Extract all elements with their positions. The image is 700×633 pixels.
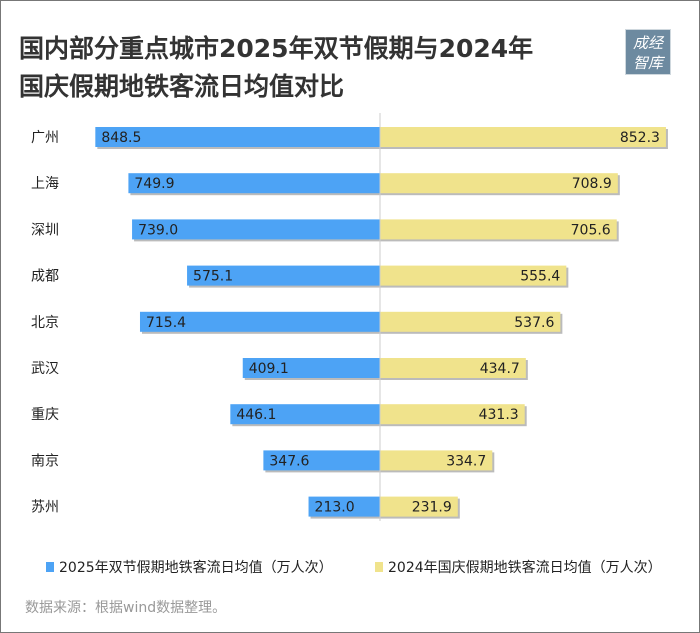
category-label: 广州 [31,130,59,146]
legend-swatch [46,562,54,572]
data-label-2025: 749.9 [134,176,174,192]
data-label-2024: 705.6 [571,222,611,238]
data-label-2025: 347.6 [269,453,309,469]
bar-2025 [187,265,380,286]
legend-label: 2024年国庆假期地铁客流日均值（万人次） [388,560,662,576]
category-label: 重庆 [31,407,59,423]
bar-2024 [380,311,561,332]
data-label-2024: 852.3 [620,130,660,146]
data-label-2024: 231.9 [412,500,452,516]
data-label-2025: 446.1 [236,407,276,423]
category-label: 南京 [31,453,59,469]
bar-2025 [139,311,380,332]
bar-2025 [230,404,380,425]
legend-item-2025: 2025年双节假期地铁客流日均值（万人次） [46,557,333,577]
data-label-2025: 739.0 [138,222,178,238]
category-label: 北京 [31,315,59,331]
bar-2024 [380,496,458,517]
data-label-2024: 537.6 [514,315,554,331]
bar-chart: 广州 848.5 852.3 上海 749.9 708.9 深圳 739.0 705.6 成都 57… [31,113,668,521]
bar-2024 [380,173,618,194]
data-label-2025: 409.1 [249,361,289,377]
category-label: 上海 [31,176,59,192]
bar-2024 [380,127,666,147]
data-label-2024: 555.4 [520,269,560,285]
bar-2024 [380,219,617,240]
bar-2025 [128,173,380,194]
category-label: 苏州 [31,500,59,516]
data-label-2024: 431.3 [479,407,519,423]
chart-title-line1: 国内部分重点城市2025年双节假期与2024年 [19,34,534,63]
data-label-2024: 434.7 [480,361,520,377]
data-label-2025: 213.0 [315,500,355,516]
data-label-2025: 575.1 [193,269,233,285]
bar-2025 [308,496,380,517]
category-label: 成都 [31,269,59,285]
source-note: 数据来源：根据wind数据整理。 [25,600,227,616]
data-label-2024: 334.7 [446,453,486,469]
data-label-2025: 848.5 [101,130,141,146]
data-label-2025: 715.4 [146,315,186,331]
bar-2024 [380,404,525,425]
bar-2025 [95,127,380,147]
bar-2025 [263,450,380,471]
legend-label: 2025年双节假期地铁客流日均值（万人次） [59,560,333,576]
legend-item-2024: 2024年国庆假期地铁客流日均值（万人次） [375,557,662,577]
bar-2024 [380,358,526,378]
category-label: 武汉 [31,361,59,377]
chart-title-line2: 国庆假期地铁客流日均值对比 [19,72,345,101]
bar-2024 [380,265,567,286]
legend-swatch [375,562,383,572]
bar-2025 [242,358,380,378]
data-label-2024: 708.9 [572,176,612,192]
bar-2024 [380,450,493,471]
category-label: 深圳 [31,222,59,238]
logo-seal: 成经 智库 [625,29,671,75]
bar-2025 [132,219,380,240]
